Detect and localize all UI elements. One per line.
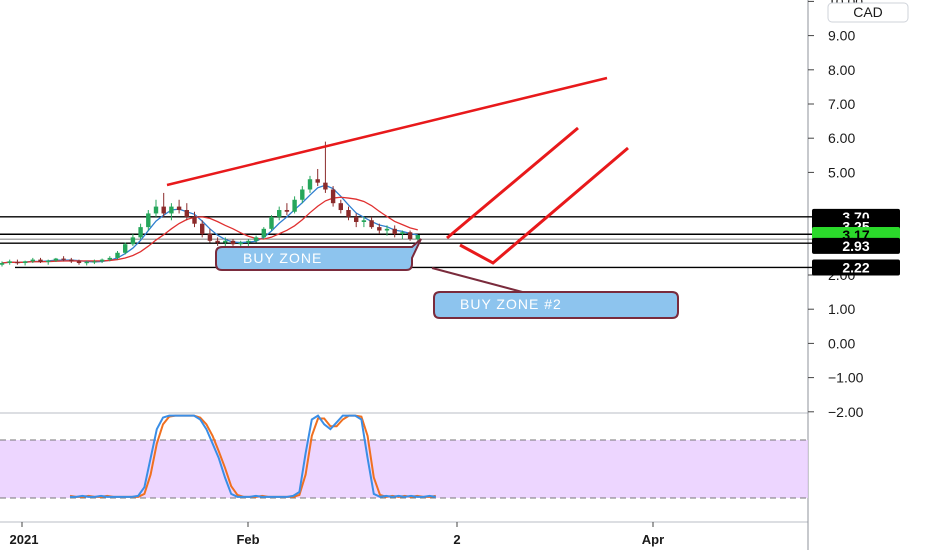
candle-body [300, 189, 305, 200]
projection-line-2 [459, 146, 629, 265]
candle-body [22, 261, 28, 264]
price-tag-box [812, 259, 900, 276]
price-tick-label: 8.00 [828, 62, 855, 78]
candle-body [369, 220, 374, 228]
trendlines [166, 76, 629, 299]
candle-body [61, 258, 66, 260]
candle-body [146, 213, 151, 228]
candle-body [315, 179, 320, 183]
price-tick-label: 1.00 [828, 301, 855, 317]
candle-body [407, 232, 413, 240]
buy-zone-label: BUY ZONE [243, 250, 322, 266]
candle-body [123, 244, 128, 253]
buy-zone-callout [215, 238, 422, 271]
price-tick-label: 5.00 [828, 164, 855, 180]
candle-body [253, 237, 259, 241]
buy-zone-2-label: BUY ZONE #2 [460, 296, 562, 312]
candle-body [330, 189, 336, 204]
candle-body [53, 258, 59, 261]
time-tick-label: Feb [236, 532, 259, 547]
candle-body [107, 257, 112, 260]
candle-body [169, 206, 174, 214]
oscillator-band [0, 440, 808, 498]
candle-body [69, 259, 74, 262]
candle-body [130, 237, 136, 245]
candle-body [346, 210, 351, 217]
candle-body [99, 259, 105, 262]
price-tag-label: 2.93 [842, 238, 869, 254]
price-tag-box [812, 237, 900, 254]
candle-body [223, 240, 228, 243]
stochastic-oscillator [0, 414, 808, 499]
candle-body [277, 210, 282, 217]
candle-body [30, 259, 35, 262]
candle-body [338, 203, 343, 211]
candle-body [354, 216, 359, 222]
candle-body [246, 240, 251, 243]
candle-body [192, 216, 197, 224]
candle-body [138, 227, 143, 238]
candle-body [215, 240, 220, 243]
time-tick-label: 2021 [10, 532, 39, 547]
candle-body [7, 261, 12, 264]
candle-body [46, 260, 51, 263]
candle-body [361, 220, 367, 222]
price-tick-label: 7.00 [828, 96, 855, 112]
candle-body [323, 182, 328, 190]
horizontal-levels [0, 216, 814, 269]
time-tick-label: 2 [453, 532, 460, 547]
candle-body [269, 216, 274, 229]
currency-button-box[interactable] [827, 2, 909, 23]
candle-body [377, 227, 382, 231]
candle-body [207, 233, 213, 241]
candle-body [292, 199, 297, 212]
price-tick-label: −2.00 [828, 404, 864, 420]
price-tick-label: 6.00 [828, 130, 855, 146]
annotations: BUY ZONE BUY ZONE #2 [215, 238, 679, 319]
price-tag-label: 2.22 [842, 259, 869, 275]
price-tick-label: 9.00 [828, 28, 855, 44]
candle-body [384, 228, 390, 231]
candle-body [238, 242, 243, 245]
candle-body [230, 240, 236, 245]
candle-body [415, 234, 420, 240]
candle-body [153, 206, 159, 214]
candle-body [76, 261, 82, 264]
candlesticks [0, 141, 420, 267]
candle-body [15, 262, 20, 264]
candle-body [261, 228, 266, 238]
currency-button[interactable]: CAD [827, 2, 909, 23]
price-tick-label: −1.00 [828, 370, 864, 386]
candle-body [400, 232, 405, 234]
buy-zone-2-callout [433, 291, 679, 319]
candle-body [84, 262, 89, 264]
candle-body [161, 206, 166, 214]
rising-trendline [166, 76, 608, 187]
candle-body [115, 252, 120, 258]
currency-button-label[interactable]: CAD [853, 4, 883, 20]
candle-body [184, 210, 189, 217]
candle-body [392, 228, 397, 234]
candle-body [92, 261, 97, 263]
price-tags: 3.703.253.172.932.22 [812, 208, 900, 276]
candle-body [307, 179, 313, 190]
candle-body [0, 263, 5, 265]
time-tick-label: Apr [642, 532, 664, 547]
stoch-k-line [70, 414, 436, 498]
time-axis[interactable]: 2021 Feb 2 Apr [10, 522, 665, 547]
projection-line-1 [446, 126, 579, 240]
candle-body [38, 259, 43, 263]
price-tick-label: 0.00 [828, 335, 855, 351]
candle-body [284, 210, 290, 212]
candle-body [176, 206, 182, 211]
candle-body [200, 223, 205, 234]
